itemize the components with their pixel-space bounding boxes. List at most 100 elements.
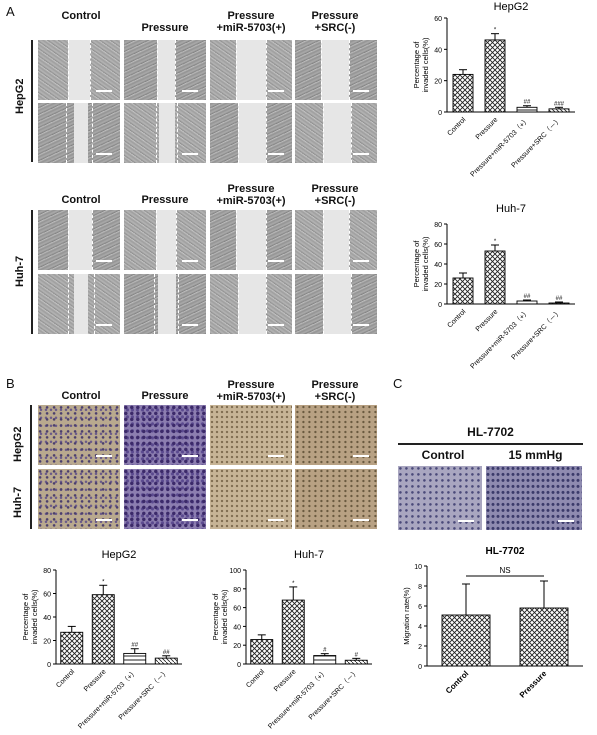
bar [484, 39, 506, 113]
row-label-hepg2-a: HepG2 [14, 78, 26, 114]
y-tick-label: 40 [43, 615, 51, 622]
chart-b-huh7: Huh-7 0 20 40 60 80 100 Percentage ofinvaded ce… [211, 549, 372, 731]
scratch-image [295, 274, 377, 334]
scratch-image [38, 274, 120, 334]
panel-c-control-label: Control [421, 448, 465, 462]
row-divider-b [30, 405, 32, 529]
bar [154, 657, 178, 665]
row-label-huh7-b: Huh-7 [12, 486, 24, 518]
hl7702-pressure-image [486, 466, 582, 530]
transwell-image [295, 405, 377, 465]
bar [484, 250, 506, 305]
col-title-pressure: Pressure [141, 22, 189, 34]
bar [250, 639, 274, 665]
transwell-image [210, 469, 292, 529]
x-tick-label: Control [245, 668, 266, 689]
col-title-control: Control [61, 10, 101, 22]
bar [516, 300, 538, 305]
col-title-src-line2: +SRC(-) [314, 22, 356, 34]
significance-mark: ## [524, 294, 531, 300]
col-title-mir-line2: +miR-5703(+) [216, 391, 286, 403]
row-divider-huh7-a [31, 210, 33, 334]
x-tick-label: Pressure [518, 669, 549, 700]
scratch-image [210, 103, 292, 163]
scratch-image [210, 274, 292, 334]
col-title-mir-line1: Pressure [227, 183, 275, 195]
panel-c-title: HL-7702 [467, 425, 514, 439]
significance-mark: * [494, 28, 497, 34]
significance-mark: ## [131, 643, 138, 649]
col-title-pressure: Pressure [141, 390, 189, 402]
bar [281, 599, 305, 665]
scratch-image [295, 40, 377, 100]
scratch-image [124, 103, 206, 163]
hl7702-control-image [398, 466, 482, 530]
col-title-mir-line2: +miR-5703(+) [216, 195, 286, 207]
bar [60, 631, 84, 665]
x-tick-label: Pressure+miR-5703（+） [77, 668, 140, 731]
row-label-huh7-a: Huh-7 [14, 255, 26, 287]
scratch-image [210, 210, 292, 270]
bar [452, 73, 474, 113]
col-title-src-line1: Pressure [311, 10, 359, 22]
y-tick-label: 20 [434, 282, 442, 289]
significance-mark: # [323, 648, 327, 654]
scratch-image [38, 210, 120, 270]
col-title-src-line2: +SRC(-) [314, 195, 356, 207]
col-title-src-line1: Pressure [311, 183, 359, 195]
y-tick-label: 8 [418, 584, 422, 591]
y-tick-label: 60 [434, 242, 442, 249]
col-title-control: Control [61, 194, 101, 206]
x-tick-label: Pressure+miR-5703（+） [267, 668, 330, 731]
chart-title: Huh-7 [496, 203, 526, 215]
y-tick-label: 20 [233, 643, 241, 650]
x-tick-label: Pressure+miR-5703（+） [469, 116, 532, 179]
x-tick-label: Pressure+SRC（－） [117, 668, 171, 722]
panel-c-title-rule [398, 443, 583, 445]
col-title-mir-line2: +miR-5703(+) [216, 22, 286, 34]
bar [91, 594, 115, 665]
y-tick-label: 40 [434, 262, 442, 269]
ns-label: NS [499, 566, 510, 575]
x-tick-label: Control [446, 116, 467, 137]
y-tick-label: 80 [43, 568, 51, 575]
x-tick-label: Control [55, 668, 76, 689]
scratch-image [124, 274, 206, 334]
col-title-pressure: Pressure [141, 194, 189, 206]
row-divider-hepg2-a [31, 40, 33, 162]
col-title-src: Pressure +SRC(-) [294, 183, 376, 207]
x-tick-label: Pressure [83, 668, 108, 693]
scratch-image [124, 210, 206, 270]
transwell-image [124, 405, 206, 465]
significance-mark: # [355, 652, 359, 658]
col-title-src: Pressure +SRC(-) [294, 379, 376, 403]
panel-c-pressure-label: 15 mmHg [508, 448, 563, 462]
x-tick-label: Control [444, 669, 470, 695]
significance-mark: ### [554, 101, 565, 107]
significance-mark: * [292, 581, 295, 587]
chart-title: HepG2 [494, 1, 529, 13]
y-tick-label: 20 [43, 639, 51, 646]
y-tick-label: 60 [233, 606, 241, 613]
chart-b-hepg2: HepG2 0 20 40 60 80 Percentage ofinvaded cells… [21, 549, 182, 731]
y-axis-label: Migration rate(%) [402, 587, 411, 645]
panel-b-label: B [6, 376, 15, 391]
y-tick-label: 20 [434, 79, 442, 86]
y-tick-label: 0 [438, 302, 442, 309]
y-tick-label: 60 [434, 16, 442, 23]
col-title-mir-line1: Pressure [227, 379, 275, 391]
bar [548, 108, 570, 113]
y-tick-label: 40 [434, 47, 442, 54]
significance-mark: ## [556, 296, 563, 302]
scratch-image [210, 40, 292, 100]
x-tick-label: Pressure [273, 668, 298, 693]
x-tick-label: Pressure+miR-5703（+） [469, 308, 532, 371]
chart-title: HL-7702 [486, 546, 525, 557]
col-title-mir: Pressure +miR-5703(+) [210, 379, 292, 403]
y-tick-label: 4 [418, 624, 422, 631]
x-tick-label: Pressure+SRC（－） [307, 668, 361, 722]
chart-title: Huh-7 [294, 549, 324, 561]
chart-a-hepg2: HepG2 0 20 40 60 Percentage ofinvaded cells(%… [412, 1, 575, 179]
y-tick-label: 60 [43, 592, 51, 599]
significance-mark: * [494, 239, 497, 245]
